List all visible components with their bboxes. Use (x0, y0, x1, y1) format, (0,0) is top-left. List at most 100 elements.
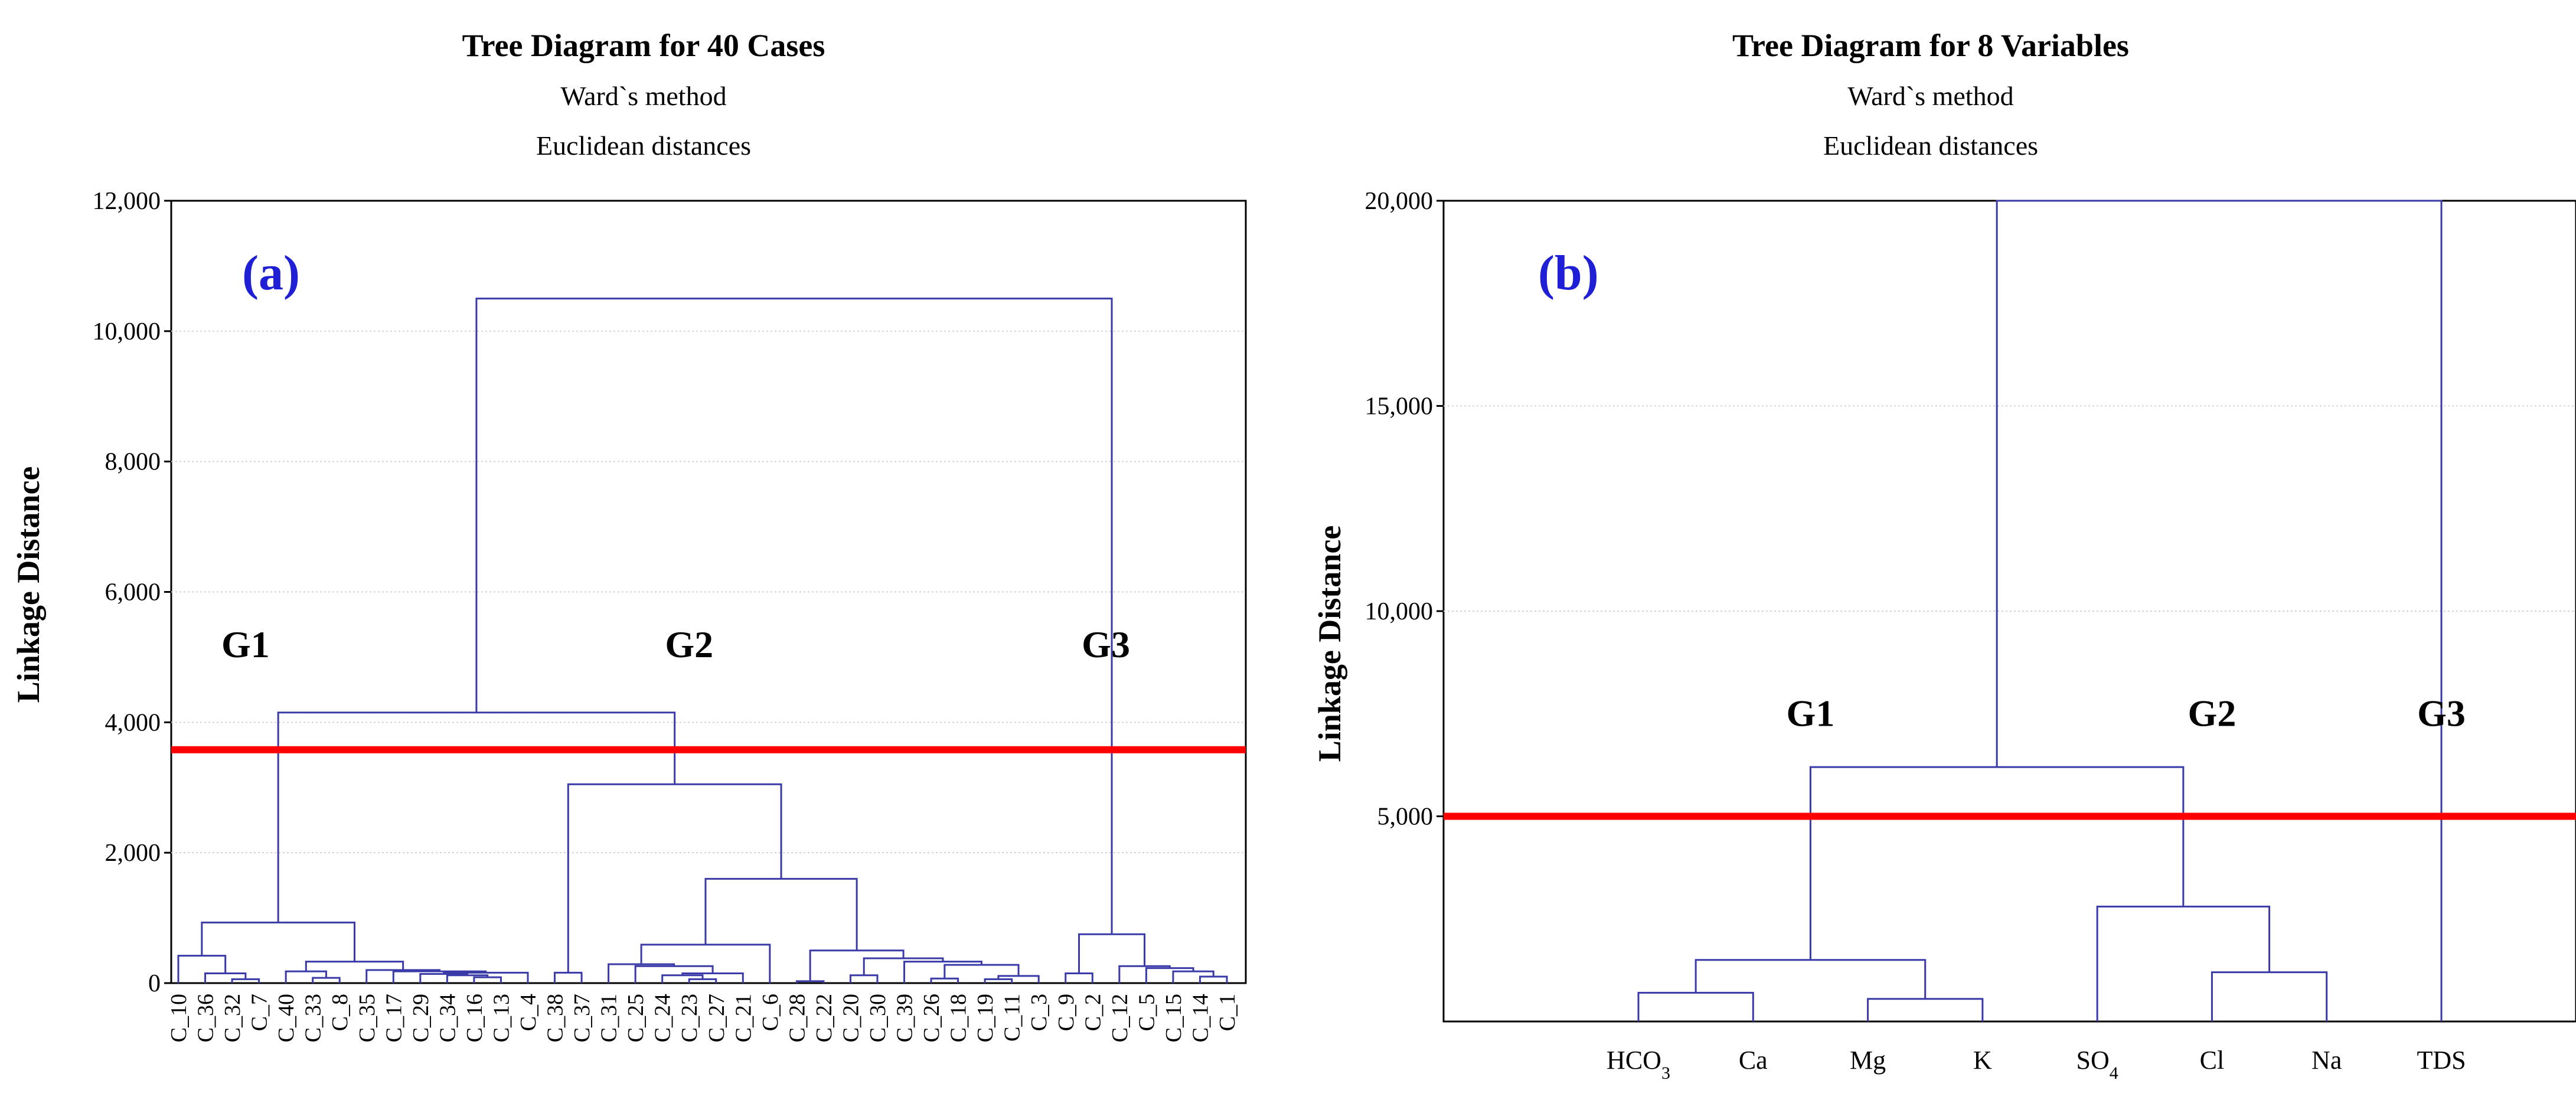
chart-a-link-a4 (312, 977, 341, 983)
chart-a-link-b1 (554, 971, 583, 983)
chart-a-y-axis-label: Linkage Distance (11, 466, 46, 703)
chart-a-link-root (475, 298, 1113, 935)
chart-b-group-label: G1 (1787, 693, 1835, 735)
chart-a-y-tick-label: 6,000 (105, 579, 161, 606)
chart-a-distance: Euclidean distances (536, 130, 751, 161)
chart-a-link-b2 (688, 978, 717, 983)
chart-a-link-c1 (1065, 972, 1093, 983)
chart-a-link-c6 (1078, 933, 1146, 974)
chart-b-title: Tree Diagram for 8 Variables (1732, 28, 2129, 63)
chart-a-case-label: C_3 (1027, 994, 1052, 1031)
chart-a-link-b9 (849, 974, 879, 983)
chart-a-case-label: C_39 (893, 994, 918, 1042)
chart-a-link-a1 (231, 978, 260, 983)
chart-b-variable-label: K (1973, 1046, 1992, 1075)
chart-b-y-axis-label: Linkage Distance (1312, 526, 1347, 762)
chart-a-case-label: C_24 (651, 994, 675, 1042)
chart-b-link-v1 (1637, 991, 1754, 1021)
chart-b-link-v6 (1809, 766, 2185, 960)
chart-b-method: Ward`s method (1847, 81, 2013, 111)
chart-a-case-label: C_21 (731, 994, 756, 1042)
chart-b-distance: Euclidean distances (1823, 130, 2038, 161)
chart-a-link-b17 (704, 877, 858, 951)
chart-a-y-tick-label: 10,000 (93, 318, 161, 345)
chart-a-case-label: C_23 (677, 994, 702, 1042)
chart-b-variable-label: Cl (2200, 1046, 2225, 1075)
chart-a-case-label: C_30 (866, 994, 890, 1042)
chart-b-variable-label: TDS (2417, 1046, 2466, 1075)
chart-a-case-label: C_33 (301, 994, 326, 1042)
chart-a-link-a2 (204, 972, 247, 983)
chart-a-case-label: C_7 (247, 994, 272, 1031)
chart-a-link-c2 (1199, 975, 1228, 983)
chart-a-case-label: C_28 (785, 994, 809, 1042)
chart-a-group-label: G1 (221, 624, 270, 665)
chart-a-case-label: C_10 (166, 994, 191, 1042)
chart-a-y-tick-label: 8,000 (105, 449, 161, 476)
chart-b-y-tick-label: 20,000 (1365, 188, 1434, 215)
chart-b-variable-label: SO4 (2077, 1046, 2118, 1083)
chart-b-link-v2 (1867, 998, 1984, 1021)
chart-b-y-tick-label: 10,000 (1365, 598, 1434, 625)
chart-a-method: Ward`s method (560, 81, 726, 111)
chart-a-case-label: C_31 (597, 994, 622, 1042)
chart-a-group-label: G2 (665, 624, 713, 665)
chart-a-link-root1 (277, 711, 676, 923)
chart-a-case-label: C_1 (1215, 994, 1240, 1031)
chart-a-case-label: C_40 (274, 994, 299, 1042)
chart-a-case-label: C_18 (946, 994, 971, 1042)
chart-a-case-label: C_26 (919, 994, 944, 1042)
chart-a-case-label: C_27 (704, 994, 729, 1042)
chart-b-link-v7 (1996, 200, 2443, 1021)
chart-a-link-c3 (1172, 970, 1214, 983)
chart-a-case-label: C_5 (1134, 994, 1159, 1031)
chart-b-y-tick-label: 5,000 (1377, 804, 1434, 831)
chart-a-case-label: C_2 (1080, 994, 1105, 1031)
chart-a-title: Tree Diagram for 40 Cases (462, 28, 825, 63)
chart-a-case-label: C_32 (220, 994, 245, 1042)
chart-a-case-label: C_17 (381, 994, 406, 1042)
chart-a-link-b18 (567, 783, 782, 973)
chart-a-case-label: C_14 (1188, 994, 1213, 1042)
chart-a-link-a3 (177, 955, 227, 983)
chart-a-link-b8 (795, 980, 825, 983)
chart-a-link-b6 (608, 963, 675, 983)
chart-a-case-label: C_12 (1108, 994, 1132, 1042)
chart-a-y-tick-label: 4,000 (105, 709, 161, 736)
chart-a-case-label: C_20 (838, 994, 863, 1042)
chart-a-case-label: C_36 (194, 994, 218, 1042)
chart-a-link-a5 (285, 970, 327, 983)
chart-b-link-v5 (2096, 905, 2271, 1021)
chart-b-variable-label: HCO3 (1607, 1046, 1670, 1083)
chart-a-case-label: C_4 (516, 994, 541, 1031)
chart-a-case-label: C_8 (328, 994, 352, 1031)
chart-a-case-label: C_19 (973, 994, 998, 1042)
chart-a-link-a11 (365, 969, 441, 983)
chart-a-case-label: C_6 (758, 994, 783, 1031)
chart-b-panel-label: (b) (1538, 246, 1599, 301)
chart-a-case-label: C_25 (623, 994, 648, 1042)
chart-a-case-label: C_35 (355, 994, 380, 1042)
chart-a-case-label: C_29 (409, 994, 433, 1042)
chart-b-variable-label: Na (2311, 1046, 2342, 1075)
chart-a-panel-label: (a) (242, 246, 300, 301)
chart-a-link-b16 (809, 949, 905, 981)
chart-a-case-label: C_34 (435, 994, 460, 1042)
chart-b-group-label: G2 (2188, 693, 2237, 735)
chart-a-group-label: G3 (1082, 624, 1130, 665)
chart-a-case-label: C_22 (812, 994, 837, 1042)
chart-b-group-label: G3 (2417, 693, 2466, 735)
chart-a-y-tick-label: 0 (148, 970, 161, 997)
chart-b-y-tick-label: 15,000 (1365, 393, 1434, 420)
chart-a-case-label: C_15 (1161, 994, 1186, 1042)
chart-a-link-a10 (392, 970, 487, 983)
chart-a-case-label: C_9 (1054, 994, 1079, 1031)
chart-a-case-label: C_38 (543, 994, 568, 1042)
chart-a-case-label: C_13 (489, 994, 514, 1042)
chart-a-link-c4 (1145, 967, 1194, 983)
chart-b-variable-label: Mg (1850, 1046, 1886, 1075)
chart-b-link-v4 (2211, 971, 2328, 1021)
chart-a-y-tick-label: 12,000 (93, 188, 161, 215)
chart-a-case-label: C_11 (1000, 994, 1025, 1042)
